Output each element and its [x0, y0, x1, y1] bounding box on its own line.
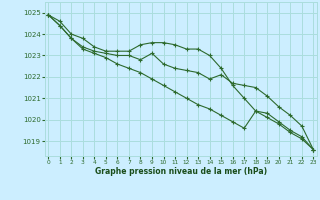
X-axis label: Graphe pression niveau de la mer (hPa): Graphe pression niveau de la mer (hPa)	[95, 167, 267, 176]
